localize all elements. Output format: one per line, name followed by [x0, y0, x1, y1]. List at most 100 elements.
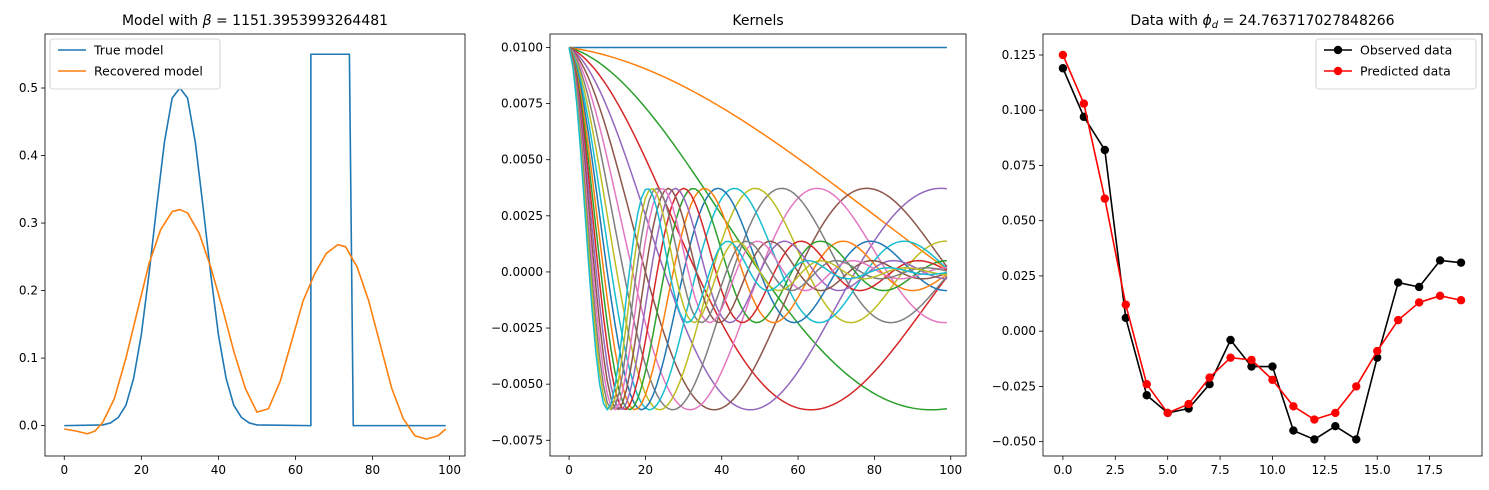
x-tick-label: 80: [867, 463, 882, 477]
legend-label: Observed data: [1360, 43, 1452, 58]
kernel-line-5: [568, 46, 947, 411]
x-tick-label: 40: [714, 463, 729, 477]
y-tick-label: 0.0075: [501, 97, 543, 111]
y-tick-label: −0.0025: [491, 321, 543, 335]
data-point: [1289, 426, 1298, 435]
data-point: [1247, 355, 1256, 365]
x-tick-label: 20: [638, 463, 653, 477]
panel-1: 0 20 40 60 80 100 0.0 0.1 0.2 0.3 0.4 0.5 Model with…: [19, 13, 466, 477]
x-tick-label: 100: [438, 463, 461, 477]
series-line-2: [64, 208, 447, 440]
data-point: [1414, 282, 1424, 292]
data-point: [1205, 373, 1214, 382]
panel-2: 0 20 40 60 80 100 −0.0075 −0.0050 −0.0025 0.0000 0…: [491, 13, 967, 477]
x-tick-label: 60: [790, 463, 805, 477]
series-line-1: [1062, 67, 1462, 441]
y-tick-label: 0.0: [19, 419, 38, 433]
axes-frame: [44, 33, 466, 457]
panel-3: 0.0 2.5 5.0 7.5 10.0 12.5 15.0 17.5 −0.050 −0.025…: [992, 13, 1483, 477]
data-point: [1268, 362, 1277, 371]
data-point: [1373, 346, 1382, 356]
legend-frame: [1315, 38, 1477, 90]
data-point: [1310, 435, 1319, 444]
data-point: [1163, 408, 1172, 418]
kernel-line-13: [568, 47, 947, 411]
x-tick-label: 10.0: [1259, 463, 1286, 477]
chart-title: Data with ϕd = 24.763717027848266: [1130, 13, 1394, 31]
y-tick-label: 0.050: [1002, 214, 1036, 228]
kernel-line-15: [568, 47, 947, 410]
legend-marker: [1333, 66, 1343, 76]
data-point: [1100, 194, 1110, 203]
data-point: [1121, 300, 1130, 309]
x-tick-label: 0: [565, 463, 573, 477]
legend-frame: [49, 38, 221, 90]
data-point: [1393, 315, 1403, 325]
x-tick-label: 0.0: [1053, 463, 1072, 477]
data-point: [1352, 435, 1361, 444]
x-tick-label: 5.0: [1158, 463, 1177, 477]
data-point: [1435, 256, 1445, 265]
y-tick-label: 0.0025: [501, 209, 543, 223]
data-point: [1352, 382, 1361, 391]
chart-title: Model with β = 1151.3953993264481: [122, 13, 388, 29]
legend-marker: [1333, 45, 1343, 55]
y-tick-label: 0.4: [19, 149, 38, 163]
data-point: [1079, 99, 1089, 108]
y-tick-label: 0.000: [1002, 324, 1036, 338]
legend-label: True model: [93, 43, 163, 58]
y-tick-label: 0.0100: [501, 40, 543, 54]
kernel-line-10: [568, 47, 948, 411]
data-point: [1393, 278, 1403, 287]
data-point: [1142, 379, 1151, 389]
y-tick-label: 0.075: [1002, 158, 1036, 172]
data-point: [1435, 291, 1445, 301]
x-tick-label: 17.5: [1416, 463, 1443, 477]
data-point: [1058, 64, 1068, 73]
data-point: [1456, 296, 1466, 305]
title-value: = 24.763717027848266: [1218, 13, 1395, 29]
data-point: [1121, 313, 1130, 323]
legend: True model Recovered model: [49, 38, 221, 90]
x-tick-label: 0: [60, 463, 68, 477]
title-symbol: ϕ: [1202, 13, 1211, 29]
data-point: [1310, 415, 1319, 424]
kernel-line-9: [568, 47, 947, 411]
x-tick-label: 60: [288, 463, 303, 477]
data-point: [1142, 391, 1151, 400]
kernel-line-19: [568, 47, 947, 410]
y-tick-label: 0.3: [19, 216, 38, 230]
chart-title: Kernels: [732, 13, 783, 29]
kernel-line-18: [568, 47, 948, 411]
y-tick-label: 0.0050: [501, 153, 543, 167]
data-point: [1247, 362, 1256, 371]
data-point: [1226, 353, 1235, 362]
x-tick-label: 40: [211, 463, 226, 477]
data-point: [1205, 379, 1214, 389]
x-tick-label: 2.5: [1106, 463, 1125, 477]
data-point: [1268, 375, 1277, 384]
data-point: [1331, 408, 1340, 418]
y-tick-label: 0.1: [19, 351, 38, 365]
legend-label: Recovered model: [94, 64, 203, 79]
y-tick-label: −0.0050: [491, 377, 543, 391]
title-value: = 1151.3953993264481: [212, 13, 389, 29]
y-tick-label: 0.0000: [501, 265, 543, 279]
axes-frame: [549, 33, 967, 457]
kernel-line-20: [568, 47, 948, 411]
series-line-2: [1062, 54, 1462, 421]
kernel-line-17: [568, 47, 947, 411]
legend-label: Predicted data: [1360, 64, 1451, 79]
title-text: Data with: [1130, 13, 1202, 29]
data-point: [1226, 335, 1235, 345]
data-point: [1331, 421, 1340, 431]
y-tick-label: 0.5: [19, 81, 38, 95]
kernel-line-6: [568, 46, 948, 411]
y-tick-label: −0.0075: [491, 433, 543, 447]
y-tick-label: −0.050: [992, 435, 1036, 449]
x-tick-label: 80: [365, 463, 380, 477]
kernel-line-8: [568, 47, 948, 411]
kernel-line-2: [568, 46, 948, 270]
data-point: [1456, 258, 1466, 267]
data-point: [1289, 402, 1298, 411]
